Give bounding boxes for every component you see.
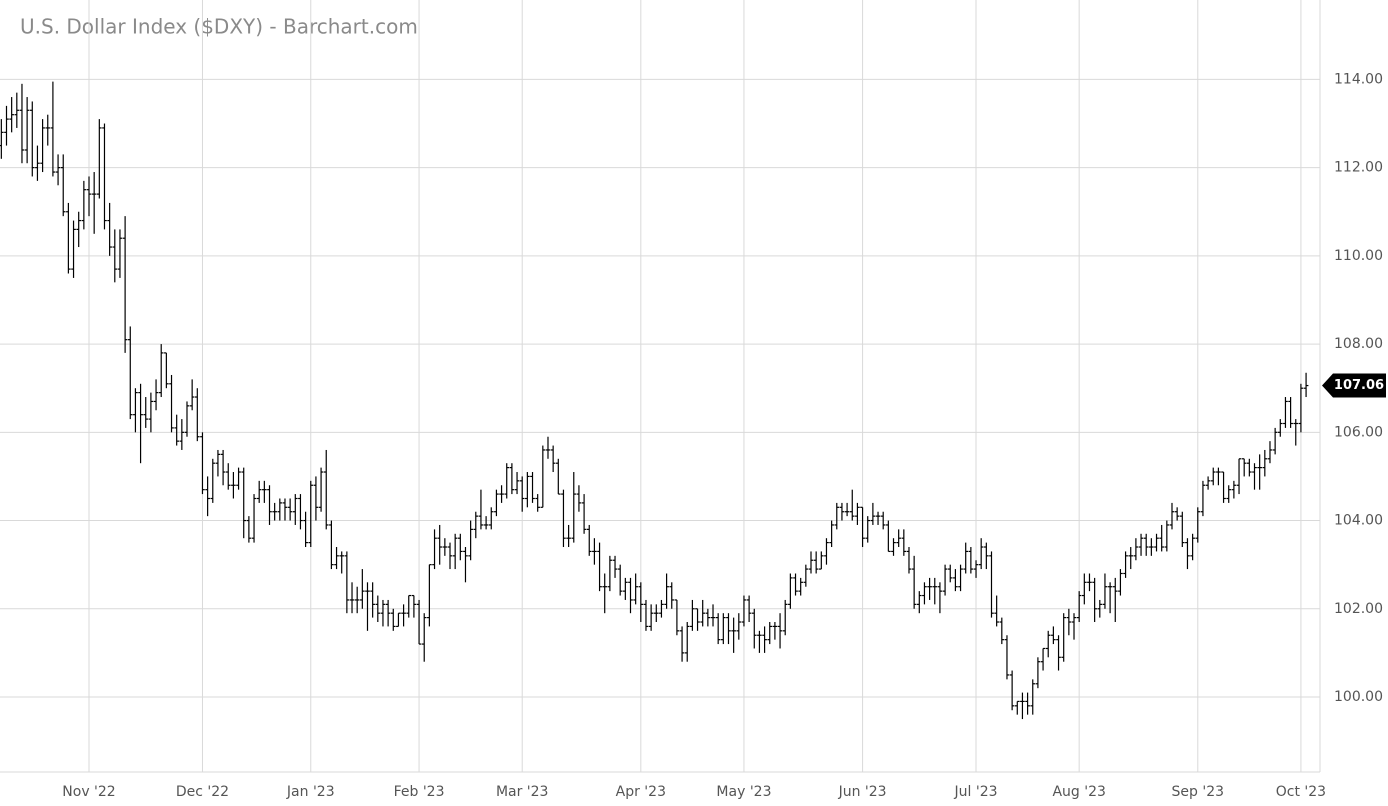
x-tick-label: Jun '23 <box>838 784 887 800</box>
y-tick-label: 104.00 <box>1334 513 1383 529</box>
y-tick-label: 100.00 <box>1334 689 1383 705</box>
chart-title: U.S. Dollar Index ($DXY) - Barchart.com <box>20 15 418 39</box>
y-tick-label: 112.00 <box>1334 160 1383 176</box>
x-tick-label: Dec '22 <box>176 784 229 800</box>
last-price-tag <box>1322 373 1386 398</box>
x-tick-label: Feb '23 <box>394 784 445 800</box>
x-tick-label: Mar '23 <box>496 784 549 800</box>
y-tick-label: 106.00 <box>1334 424 1383 440</box>
x-tick-label: Jul '23 <box>954 784 998 800</box>
x-tick-label: May '23 <box>716 784 771 800</box>
x-tick-label: Sep '23 <box>1172 784 1225 800</box>
y-tick-label: 102.00 <box>1334 601 1383 617</box>
last-price-label: 107.06 <box>1334 378 1384 393</box>
x-tick-label: Aug '23 <box>1052 784 1105 800</box>
y-tick-label: 110.00 <box>1334 248 1383 264</box>
x-tick-label: Nov '22 <box>62 784 115 800</box>
y-tick-label: 108.00 <box>1334 336 1383 352</box>
x-tick-label: Apr '23 <box>616 784 666 800</box>
y-tick-label: 114.00 <box>1334 71 1383 87</box>
x-tick-label: Oct '23 <box>1276 784 1326 800</box>
x-tick-label: Jan '23 <box>286 784 335 800</box>
